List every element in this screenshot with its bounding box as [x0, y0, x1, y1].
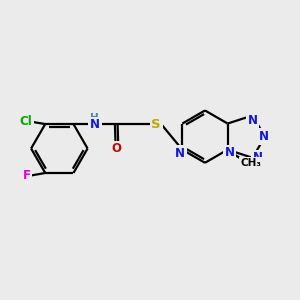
- Text: N: N: [175, 147, 185, 160]
- Text: N: N: [253, 151, 263, 164]
- Text: CH₃: CH₃: [241, 158, 262, 168]
- Text: N: N: [248, 114, 257, 127]
- Text: N: N: [224, 146, 234, 159]
- Text: N: N: [259, 130, 269, 143]
- Text: O: O: [112, 142, 122, 155]
- Text: N: N: [90, 118, 100, 131]
- Text: Cl: Cl: [20, 115, 32, 128]
- Text: S: S: [151, 118, 161, 130]
- Text: H: H: [91, 112, 99, 122]
- Text: F: F: [23, 169, 31, 182]
